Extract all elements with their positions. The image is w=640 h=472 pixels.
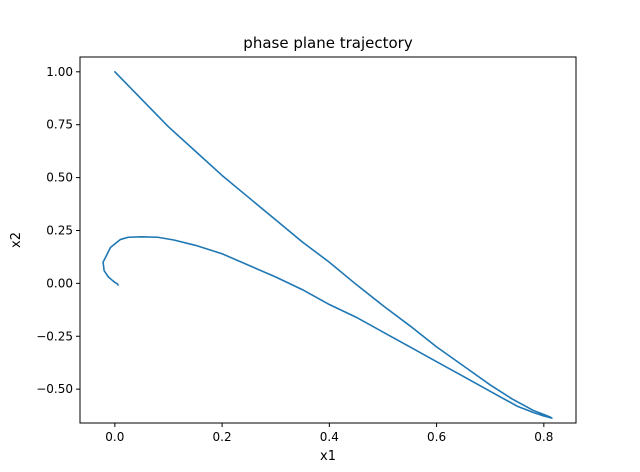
plot-area — [102, 71, 553, 419]
x-tick-label: 0.8 — [534, 430, 553, 444]
x-axis: 0.0 0.2 0.4 0.6 0.8 — [105, 423, 553, 444]
y-tick-label: 1.00 — [46, 65, 73, 79]
x-tick-label: 0.6 — [427, 430, 446, 444]
y-tick-label: −0.50 — [36, 382, 73, 396]
x-axis-label: x1 — [320, 449, 336, 464]
x-tick-label: 0.0 — [105, 430, 124, 444]
y-axis: −0.50 −0.25 0.00 0.25 0.50 0.75 1.00 — [36, 65, 80, 396]
x-tick-label: 0.4 — [320, 430, 339, 444]
y-axis-label: x2 — [9, 232, 24, 248]
y-tick-label: −0.25 — [36, 329, 73, 343]
x-tick-label: 0.2 — [213, 430, 232, 444]
y-tick-label: 0.50 — [46, 171, 73, 185]
chart-title: phase plane trajectory — [243, 34, 413, 52]
series-line-0 — [102, 71, 553, 419]
y-tick-label: 0.25 — [46, 223, 73, 237]
y-tick-label: 0.00 — [46, 276, 73, 290]
axes-frame — [79, 56, 577, 424]
y-tick-label: 0.75 — [46, 118, 73, 132]
